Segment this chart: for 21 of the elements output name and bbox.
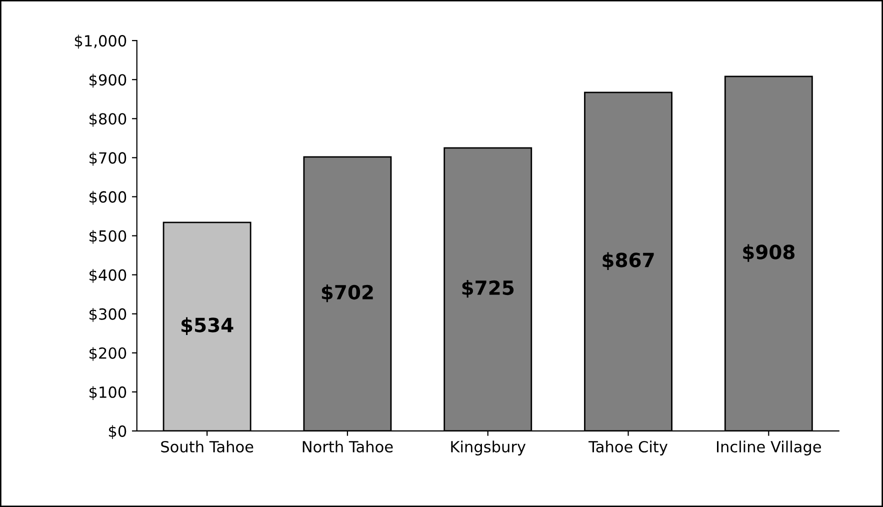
y-tick-label: $800 bbox=[90, 112, 126, 127]
y-tick-label: $400 bbox=[90, 268, 126, 283]
x-tick-label: Kingsbury bbox=[451, 440, 526, 456]
x-tick-label: Tahoe City bbox=[588, 440, 668, 456]
data-label: $725 bbox=[462, 280, 514, 298]
data-label: $908 bbox=[743, 244, 795, 262]
x-tick-label: North Tahoe bbox=[302, 440, 393, 452]
y-tick-label: $900 bbox=[90, 74, 126, 88]
x-tick-label: South Tahoe bbox=[161, 440, 254, 452]
y-tick-label: $0 bbox=[108, 425, 126, 439]
y-tick-label: $300 bbox=[90, 308, 126, 322]
y-tick-label: $100 bbox=[90, 386, 126, 400]
y-tick-label: $500 bbox=[90, 230, 126, 244]
y-tick-label: $600 bbox=[90, 190, 126, 205]
y-tick-label: $1,000 bbox=[74, 34, 126, 49]
data-label: $534 bbox=[182, 317, 234, 335]
x-tick-label: Incline Village bbox=[716, 440, 821, 456]
y-tick-label: $200 bbox=[90, 347, 126, 361]
data-label: $867 bbox=[602, 252, 654, 270]
data-label: $702 bbox=[322, 284, 373, 302]
y-tick-label: $700 bbox=[90, 152, 126, 166]
